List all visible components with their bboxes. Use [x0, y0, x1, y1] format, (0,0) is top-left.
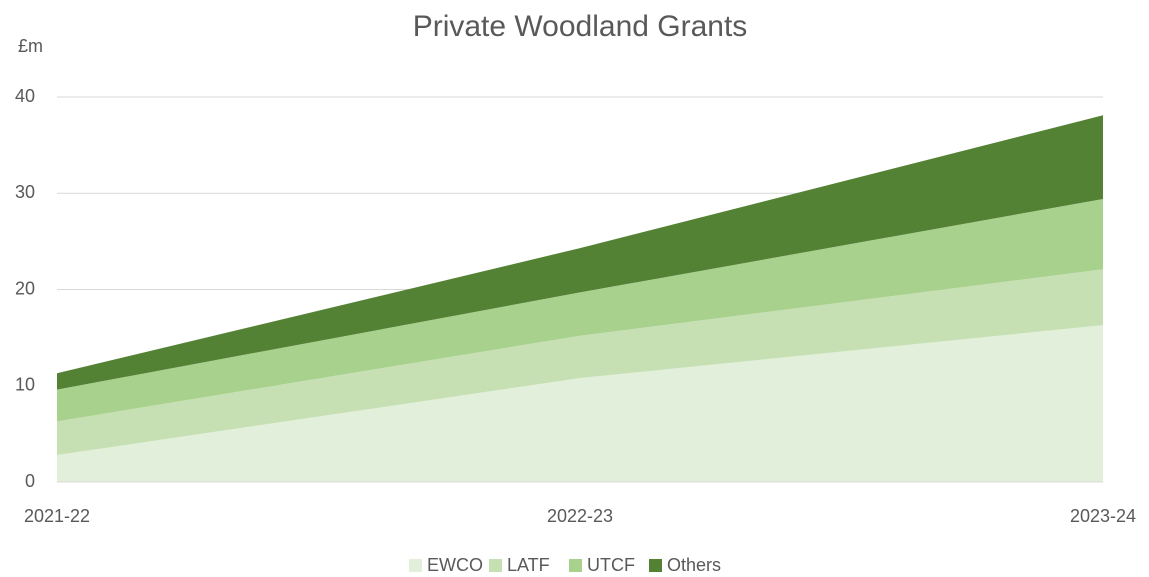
- legend-label: LATF: [507, 555, 550, 575]
- y-tick-label: 40: [15, 86, 35, 106]
- area: [57, 269, 1103, 456]
- legend-label: Others: [667, 555, 721, 575]
- legend-swatch: [489, 559, 502, 572]
- area: [57, 199, 1103, 422]
- y-tick-label: 0: [25, 471, 35, 491]
- x-tick-label: 2021-22: [24, 506, 90, 526]
- x-tick-label: 2022-23: [547, 506, 613, 526]
- area: [57, 115, 1103, 390]
- y-tick-label: 30: [15, 182, 35, 202]
- y-tick-label: 10: [15, 375, 35, 395]
- x-tick-label: 2023-24: [1070, 506, 1136, 526]
- legend-label: EWCO: [427, 555, 483, 575]
- legend-swatch: [649, 559, 662, 572]
- legend-swatch: [409, 559, 422, 572]
- area: [57, 325, 1103, 482]
- y-axis-label: £m: [18, 36, 43, 56]
- y-tick-label: 20: [15, 278, 35, 298]
- chart-title: Private Woodland Grants: [413, 10, 748, 43]
- legend-label: UTCF: [587, 555, 635, 575]
- legend-swatch: [569, 559, 582, 572]
